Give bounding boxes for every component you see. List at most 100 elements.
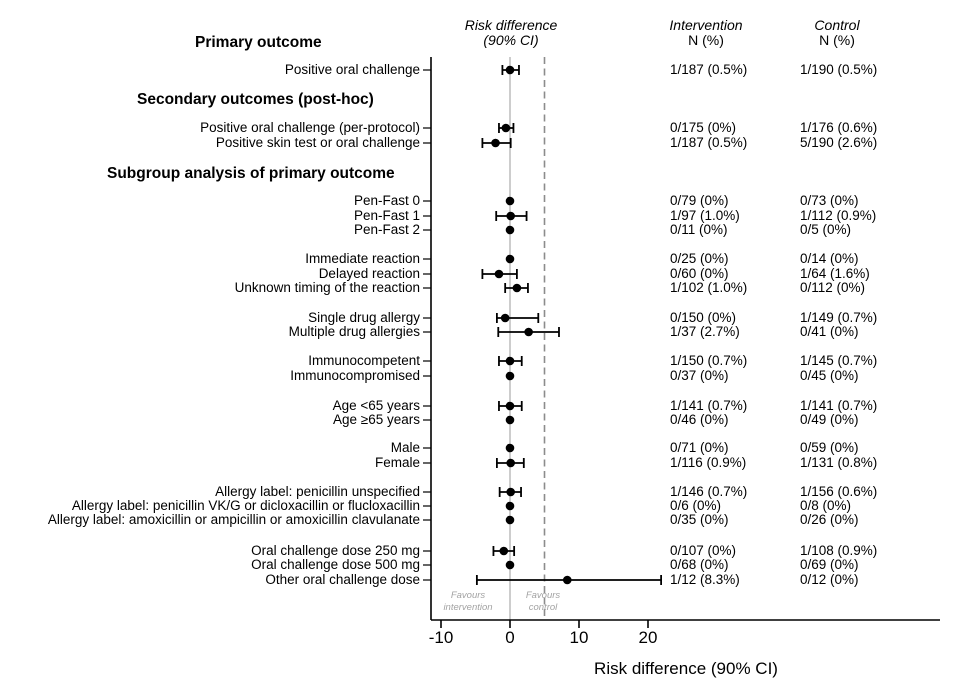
control-value: 1/141 (0.7%) [800, 398, 878, 413]
column-header-control: Control N (%) [814, 18, 859, 47]
x-axis-title: Risk difference (90% CI) [594, 659, 778, 678]
control-value: 0/73 (0%) [800, 193, 859, 208]
control-value: 1/156 (0.6%) [800, 484, 878, 499]
row-label: Allergy label: penicillin VK/G or diclox… [71, 498, 420, 513]
ci-marker [504, 283, 529, 293]
control-value: 1/190 (0.5%) [800, 62, 878, 77]
favours-control-line1: Favours [525, 590, 561, 601]
control-value: 1/145 (0.7%) [800, 353, 878, 368]
control-value: 0/8 (0%) [800, 498, 852, 513]
control-header-line2: N (%) [819, 31, 855, 48]
control-value: 1/131 (0.8%) [800, 455, 878, 470]
ci-marker [498, 401, 523, 411]
ci-marker [505, 371, 515, 381]
intervention-value: 1/187 (0.5%) [670, 62, 748, 77]
intervention-value: 0/175 (0%) [670, 120, 737, 135]
point-estimate-dot [512, 283, 522, 293]
intervention-value: 0/6 (0%) [670, 498, 722, 513]
x-tick-label: -10 [428, 628, 454, 647]
point-estimate-dot [505, 415, 515, 425]
column-header-intervention: Intervention N (%) [669, 18, 742, 47]
point-estimate-dot [505, 515, 515, 525]
point-estimate-dot [505, 225, 515, 235]
point-estimate-dot [505, 254, 515, 264]
section-header: Secondary outcomes (post-hoc) [137, 91, 374, 108]
intervention-value: 1/12 (8.3%) [670, 572, 740, 587]
control-value: 0/59 (0%) [800, 440, 859, 455]
row-label: Pen-Fast 1 [353, 208, 420, 223]
row-label: Male [390, 440, 420, 455]
intervention-value: 0/150 (0%) [670, 310, 737, 325]
intervention-value: 0/35 (0%) [670, 512, 729, 527]
ci-marker [505, 501, 515, 511]
row-label: Single drug allergy [308, 310, 420, 325]
ci-marker [505, 560, 515, 570]
ci-marker [492, 546, 516, 556]
control-value: 1/176 (0.6%) [800, 120, 878, 135]
row-label: Positive oral challenge [284, 62, 420, 77]
ci-marker [505, 225, 515, 235]
point-estimate-dot [562, 575, 572, 585]
control-value: 1/149 (0.7%) [800, 310, 878, 325]
point-estimate-dot [505, 501, 515, 511]
point-estimate-dot [505, 443, 515, 453]
row-label: Age ≥65 years [333, 412, 420, 427]
point-estimate-dot [505, 560, 515, 570]
ci-marker [495, 313, 540, 323]
intervention-value: 0/79 (0%) [670, 193, 729, 208]
point-estimate-dot [499, 546, 509, 556]
row-label: Multiple drug allergies [288, 324, 420, 339]
intervention-value: 1/141 (0.7%) [670, 398, 748, 413]
intervention-value: 1/37 (2.7%) [670, 324, 740, 339]
intervention-value: 0/46 (0%) [670, 412, 729, 427]
row-label: Other oral challenge dose [265, 572, 420, 587]
control-value: 1/112 (0.9%) [800, 208, 877, 223]
control-header-line1: Control [814, 17, 860, 33]
favours-control-label: Favours control [526, 590, 560, 613]
intervention-value: 1/187 (0.5%) [670, 135, 748, 150]
favours-control-line2: control [528, 601, 558, 613]
risk-difference-header-line2: (90% CI) [483, 31, 539, 48]
row-label: Immunocompromised [290, 368, 420, 383]
ci-marker [498, 356, 523, 366]
intervention-value: 1/97 (1.0%) [670, 208, 740, 223]
control-value: 5/190 (2.6%) [800, 135, 878, 150]
row-label: Allergy label: penicillin unspecified [215, 484, 420, 499]
ci-marker [495, 211, 528, 221]
row-label: Age <65 years [332, 398, 420, 413]
ci-marker [495, 458, 525, 468]
favours-intervention-label: Favours intervention [443, 590, 492, 613]
point-estimate-dot [501, 123, 511, 133]
intervention-value: 0/68 (0%) [670, 557, 729, 572]
control-value: 0/41 (0%) [800, 324, 859, 339]
risk-difference-header-line1: Risk difference [464, 17, 558, 33]
x-tick-label: 0 [505, 628, 515, 647]
control-value: 0/45 (0%) [800, 368, 859, 383]
control-value: 0/5 (0%) [800, 222, 852, 237]
control-value: 0/112 (0%) [800, 280, 866, 295]
intervention-value: 0/71 (0%) [670, 440, 729, 455]
ci-marker [481, 269, 518, 279]
intervention-header-line1: Intervention [669, 17, 743, 33]
control-value: 1/108 (0.9%) [800, 543, 878, 558]
ci-marker [497, 327, 560, 337]
row-label: Unknown timing of the reaction [234, 280, 420, 295]
point-estimate-dot [505, 371, 515, 381]
control-value: 0/69 (0%) [800, 557, 859, 572]
row-label: Positive skin test or oral challenge [215, 135, 420, 150]
favours-intervention-line1: Favours [450, 590, 486, 601]
control-value: 0/26 (0%) [800, 512, 859, 527]
point-estimate-dot [524, 327, 533, 337]
intervention-value: 0/107 (0%) [670, 543, 737, 558]
intervention-value: 0/60 (0%) [670, 266, 729, 281]
ci-marker [498, 123, 515, 133]
point-estimate-dot [505, 401, 515, 411]
column-header-risk-difference: Risk difference (90% CI) [465, 18, 558, 47]
row-label: Oral challenge dose 250 mg [251, 543, 420, 558]
section-header: Primary outcome [195, 34, 322, 51]
intervention-value: 1/146 (0.7%) [670, 484, 748, 499]
control-value: 0/12 (0%) [800, 572, 859, 587]
intervention-value: 0/11 (0%) [670, 222, 728, 237]
